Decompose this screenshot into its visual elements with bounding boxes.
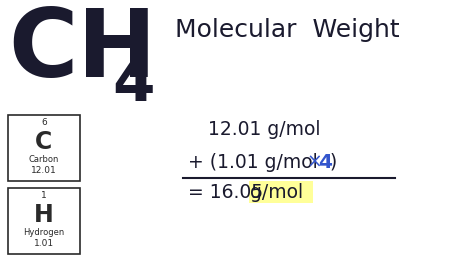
FancyBboxPatch shape (8, 115, 80, 181)
FancyBboxPatch shape (249, 181, 313, 203)
Text: Hydrogen: Hydrogen (23, 228, 64, 236)
Text: CH: CH (8, 5, 156, 97)
Text: Molecular  Weight: Molecular Weight (175, 18, 400, 42)
Text: H: H (34, 202, 54, 227)
Text: 1: 1 (41, 191, 47, 200)
Text: = 16.05: = 16.05 (188, 183, 269, 202)
Text: 1.01: 1.01 (34, 239, 54, 248)
Text: ×: × (306, 153, 322, 172)
Text: 12.01 g/mol: 12.01 g/mol (208, 120, 320, 139)
Text: 12.01: 12.01 (31, 167, 57, 176)
Text: 4: 4 (318, 153, 332, 172)
Text: + (1.01 g/mol: + (1.01 g/mol (188, 153, 324, 172)
Text: g/mol: g/mol (250, 183, 303, 202)
Text: Carbon: Carbon (29, 155, 59, 164)
Text: 4: 4 (112, 55, 155, 114)
Text: 6: 6 (41, 118, 47, 127)
Text: C: C (36, 130, 53, 153)
FancyBboxPatch shape (8, 188, 80, 254)
Text: ): ) (330, 153, 337, 172)
